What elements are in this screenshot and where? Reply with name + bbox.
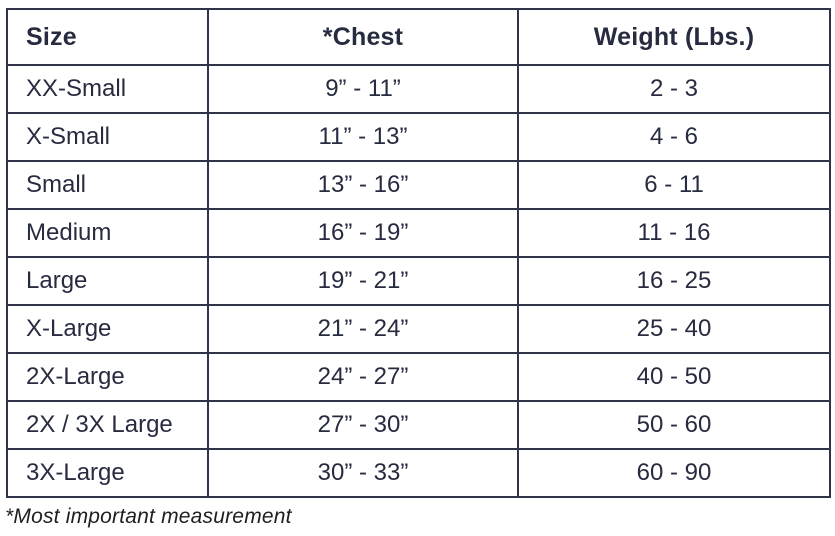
table-row: 2X-Large 24” - 27” 40 - 50 — [6, 352, 831, 402]
table-row: Small 13” - 16” 6 - 11 — [6, 160, 831, 210]
size-cell: 3X-Large — [6, 448, 209, 498]
size-cell: Medium — [6, 208, 209, 258]
header-row: Size *Chest Weight (Lbs.) — [6, 8, 831, 66]
size-cell: 2X / 3X Large — [6, 400, 209, 450]
weight-cell: 6 - 11 — [517, 160, 831, 210]
table-row: 2X / 3X Large 27” - 30” 50 - 60 — [6, 400, 831, 450]
size-cell: Large — [6, 256, 209, 306]
table-row: 3X-Large 30” - 33” 60 - 90 — [6, 448, 831, 498]
column-header-weight: Weight (Lbs.) — [517, 8, 831, 66]
size-cell: XX-Small — [6, 64, 209, 114]
chest-cell: 13” - 16” — [207, 160, 519, 210]
weight-cell: 11 - 16 — [517, 208, 831, 258]
weight-cell: 4 - 6 — [517, 112, 831, 162]
weight-cell: 40 - 50 — [517, 352, 831, 402]
chest-cell: 11” - 13” — [207, 112, 519, 162]
weight-cell: 2 - 3 — [517, 64, 831, 114]
size-cell: 2X-Large — [6, 352, 209, 402]
chest-cell: 21” - 24” — [207, 304, 519, 354]
footnote: *Most important measurement — [5, 505, 292, 528]
chest-cell: 19” - 21” — [207, 256, 519, 306]
size-chart-table: Size *Chest Weight (Lbs.) XX-Small 9” - … — [6, 8, 831, 498]
table-row: Large 19” - 21” 16 - 25 — [6, 256, 831, 306]
chest-cell: 30” - 33” — [207, 448, 519, 498]
weight-cell: 25 - 40 — [517, 304, 831, 354]
table-row: X-Large 21” - 24” 25 - 40 — [6, 304, 831, 354]
table-row: XX-Small 9” - 11” 2 - 3 — [6, 64, 831, 114]
size-cell: X-Large — [6, 304, 209, 354]
chest-cell: 27” - 30” — [207, 400, 519, 450]
chest-cell: 16” - 19” — [207, 208, 519, 258]
size-cell: X-Small — [6, 112, 209, 162]
chest-cell: 24” - 27” — [207, 352, 519, 402]
table-row: Medium 16” - 19” 11 - 16 — [6, 208, 831, 258]
size-cell: Small — [6, 160, 209, 210]
table-row: X-Small 11” - 13” 4 - 6 — [6, 112, 831, 162]
chest-cell: 9” - 11” — [207, 64, 519, 114]
column-header-size: Size — [6, 8, 209, 66]
weight-cell: 16 - 25 — [517, 256, 831, 306]
column-header-chest: *Chest — [207, 8, 519, 66]
weight-cell: 50 - 60 — [517, 400, 831, 450]
weight-cell: 60 - 90 — [517, 448, 831, 498]
